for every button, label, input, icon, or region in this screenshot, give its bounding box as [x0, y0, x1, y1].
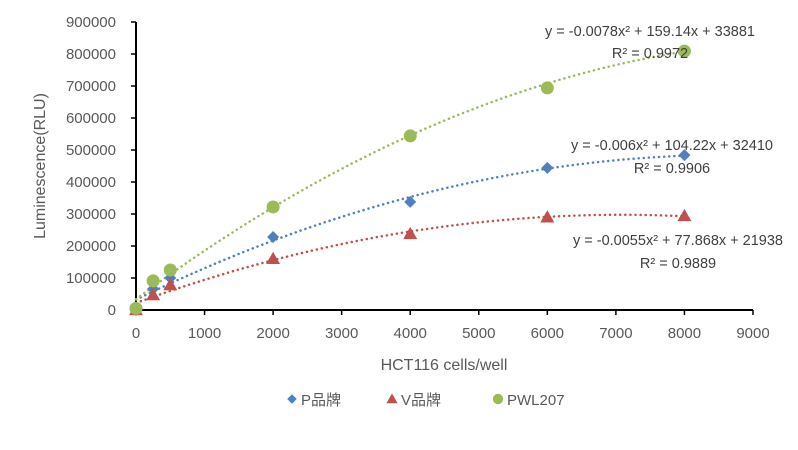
data-point-circle — [129, 301, 143, 315]
data-point-triangle — [677, 208, 692, 222]
y-tick-label: 200000 — [66, 238, 116, 255]
legend-item: P品牌 — [287, 392, 341, 409]
x-tick-label: 5000 — [462, 325, 495, 342]
x-axis-ticks: 0 1000 2000 3000 4000 5000 6000 7000 8000 9000 — [132, 310, 770, 342]
data-point-diamond — [404, 195, 417, 208]
x-tick-label: 6000 — [531, 325, 564, 342]
data-point-diamond — [678, 149, 691, 162]
y-tick-label: 600000 — [66, 110, 116, 127]
legend-label: PWL207 — [507, 392, 565, 409]
legend-marker-diamond-icon — [287, 394, 297, 404]
trendline-equation: y = -0.0055x² + 77.868x + 21938 — [573, 233, 783, 249]
data-point-diamond — [267, 231, 280, 244]
x-tick-label: 8000 — [668, 325, 701, 342]
y-tick-label: 100000 — [66, 270, 116, 287]
y-axis-title: Luminescence(RLU) — [32, 93, 49, 239]
data-point-circle — [266, 200, 280, 214]
legend-item: V品牌 — [386, 392, 441, 409]
data-points — [129, 44, 692, 316]
legend-marker-triangle-icon — [386, 393, 398, 404]
y-tick-label: 500000 — [66, 142, 116, 159]
trendline-r-squared: R² = 0.9889 — [640, 256, 716, 272]
y-tick-label: 800000 — [66, 46, 116, 63]
data-point-circle — [146, 274, 160, 288]
data-point-circle — [540, 81, 554, 95]
trendline-P品牌 — [134, 154, 686, 301]
data-point-triangle — [146, 287, 161, 301]
x-tick-label: 7000 — [599, 325, 632, 342]
data-point-diamond — [541, 161, 554, 174]
y-tick-label: 0 — [108, 302, 116, 319]
trendline-r-squared: R² = 0.9906 — [634, 161, 710, 177]
y-tick-label: 400000 — [66, 174, 116, 191]
y-tick-label: 300000 — [66, 206, 116, 223]
data-point-circle — [163, 263, 177, 277]
trendlines — [134, 50, 686, 305]
trendline-V品牌 — [134, 213, 686, 305]
x-tick-label: 2000 — [256, 325, 289, 342]
legend-label: P品牌 — [301, 392, 341, 409]
trendline-equations: y = -0.006x² + 104.22x + 32410 R² = 0.990… — [545, 24, 783, 272]
data-point-triangle — [266, 251, 281, 265]
legend-label: V品牌 — [401, 392, 441, 409]
y-tick-label: 900000 — [66, 14, 116, 31]
data-point-circle — [677, 44, 691, 58]
legend-marker-circle-icon — [492, 393, 504, 405]
x-axis-title: HCT116 cells/well — [381, 357, 508, 374]
x-tick-label: 3000 — [325, 325, 358, 342]
trendline-r-squared: R² = 0.9972 — [612, 46, 688, 62]
data-point-triangle — [403, 226, 418, 240]
trendline-equation: y = -0.006x² + 104.22x + 32410 — [571, 138, 773, 154]
y-axis-ticks: 0 100000 200000 300000 400000 500000 600000 700… — [66, 14, 136, 319]
legend-item: PWL207 — [492, 392, 565, 409]
x-tick-label: 4000 — [394, 325, 427, 342]
trendline-equation: y = -0.0078x² + 159.14x + 33881 — [545, 24, 755, 40]
data-point-circle — [403, 129, 417, 143]
legend: P品牌 V品牌 PWL207 — [287, 392, 565, 409]
data-point-triangle — [540, 210, 555, 223]
x-tick-label: 1000 — [188, 325, 221, 342]
trendline-PWL207 — [134, 50, 686, 301]
x-tick-label: 9000 — [736, 325, 769, 342]
x-tick-label: 0 — [132, 325, 140, 342]
data-point-triangle — [163, 278, 178, 291]
y-tick-label: 700000 — [66, 78, 116, 95]
